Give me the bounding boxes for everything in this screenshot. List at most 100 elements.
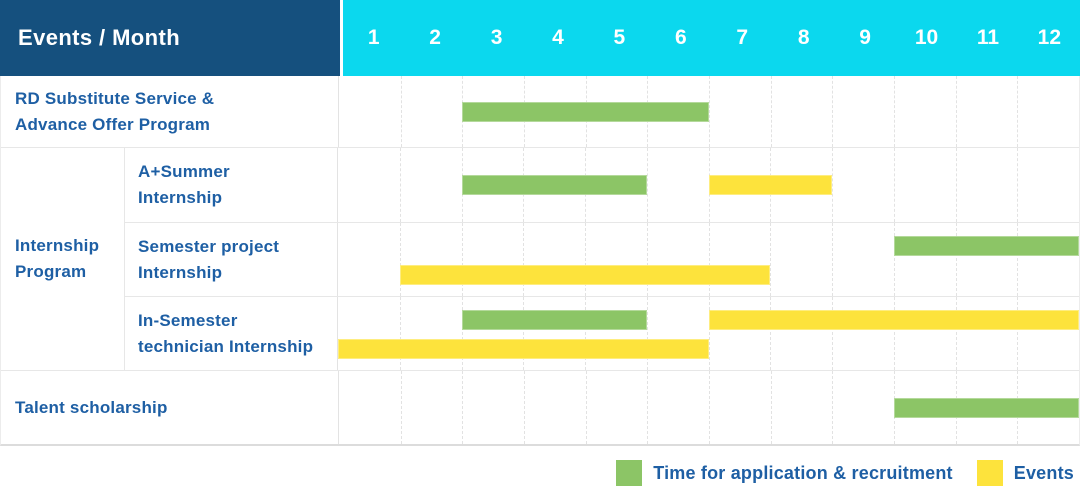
month-gridline — [832, 76, 834, 147]
month-gridline — [893, 297, 895, 370]
label-line: Internship — [138, 262, 223, 282]
label-line: A+Summer — [138, 162, 230, 181]
legend-swatch-green — [616, 460, 643, 486]
table-row: In-Semester technician Internship — [125, 296, 1079, 370]
month-gridline — [523, 223, 525, 296]
table-row: Talent scholarship — [1, 370, 1079, 444]
group-rows: A+Summer Internship Semester project Intern… — [125, 148, 1079, 370]
month-gridline — [708, 297, 710, 370]
month-column-header: 3 — [490, 26, 503, 49]
month-gridline — [1017, 297, 1019, 370]
application-bar — [893, 236, 1079, 256]
month-gridline — [770, 76, 772, 147]
month-gridline — [399, 148, 401, 222]
month-gridline — [770, 297, 772, 370]
row-label: Talent scholarship — [1, 371, 339, 444]
month-gridline — [399, 223, 401, 296]
legend-swatch-yellow — [976, 460, 1003, 486]
row-timeline — [339, 76, 1079, 147]
month-column-header: 10 — [914, 26, 939, 49]
month-gridline — [461, 297, 463, 370]
month-gridline — [708, 223, 710, 296]
table-row: RD Substitute Service & Advance Offer Pro… — [1, 76, 1079, 147]
legend: Time for application & recruitment Events — [616, 458, 1074, 488]
month-gridline — [955, 223, 957, 296]
legend-label: Events — [1013, 462, 1074, 483]
month-column-header: 7 — [736, 26, 749, 49]
internship-program-group: Internship Program A+Summer Internship Semes… — [1, 147, 1079, 370]
events-bar — [708, 175, 832, 195]
sub-row-label: In-Semester technician Internship — [125, 297, 338, 370]
month-gridline — [832, 371, 834, 444]
month-gridline — [523, 297, 525, 370]
legend-label: Time for application & recruitment — [653, 462, 953, 483]
month-gridline — [770, 223, 772, 296]
month-gridline — [770, 371, 772, 444]
row-label: RD Substitute Service & Advance Offer Pro… — [1, 76, 339, 147]
month-gridline — [585, 371, 587, 444]
label-line: In-Semester — [138, 310, 238, 330]
month-gridline — [832, 148, 833, 222]
label-line: Talent scholarship — [15, 397, 168, 417]
month-gridline — [955, 148, 957, 222]
month-column-header: 12 — [1037, 26, 1062, 49]
month-gridline — [1017, 223, 1019, 296]
month-column-header: 11 — [976, 26, 1000, 49]
row-timeline — [338, 223, 1079, 296]
month-column-header: 9 — [859, 26, 871, 49]
table-row: Semester project Internship — [125, 222, 1079, 296]
application-bar — [461, 175, 647, 195]
month-gridline — [893, 223, 895, 296]
label-line: Program — [15, 262, 87, 281]
months-header: 1 2 3 4 5 6 7 8 9 10 11 12 — [343, 0, 1080, 76]
month-column-header: 1 — [367, 26, 380, 49]
events-month-header: Events / Month — [0, 0, 340, 76]
month-gridline — [893, 148, 895, 222]
table-row: A+Summer Internship — [125, 148, 1079, 222]
month-column-header: 5 — [613, 26, 626, 49]
sub-row-label: Semester project Internship — [125, 223, 338, 296]
row-timeline — [338, 148, 1079, 222]
month-gridline — [585, 223, 586, 296]
label-line: RD Substitute Service & — [15, 88, 215, 108]
month-gridline — [400, 371, 402, 444]
month-column-header: 4 — [552, 26, 564, 49]
month-gridline — [1017, 76, 1019, 147]
month-gridline — [646, 148, 648, 222]
events-bar — [399, 265, 771, 285]
month-gridline — [399, 297, 401, 370]
row-timeline — [339, 371, 1079, 444]
sub-row-label: A+Summer Internship — [125, 148, 338, 222]
label-line: Semester project — [138, 236, 280, 256]
label-line: technician Internship — [138, 336, 314, 356]
events-bar — [338, 339, 709, 359]
month-column-header: 6 — [674, 26, 687, 49]
label-line: Advance Offer Program — [15, 114, 211, 134]
month-gridline — [462, 371, 464, 444]
label-line: Internship — [138, 188, 223, 207]
application-bar — [461, 310, 647, 330]
group-label: Internship Program — [1, 148, 125, 370]
label-line: Internship — [15, 236, 100, 255]
application-bar — [894, 397, 1079, 418]
month-gridline — [955, 76, 957, 147]
events-bar — [708, 310, 1079, 330]
month-gridline — [524, 371, 525, 444]
month-gridline — [709, 371, 710, 444]
month-gridline — [647, 371, 649, 444]
header-row: Events / Month 1 2 3 4 5 6 7 8 9 10 11 12 — [0, 0, 1080, 76]
month-gridline — [709, 76, 710, 147]
month-column-header: 8 — [797, 26, 810, 49]
month-gridline — [832, 297, 833, 370]
month-column-header: 2 — [429, 26, 441, 49]
month-gridline — [894, 76, 895, 147]
month-gridline — [461, 223, 463, 296]
application-bar — [462, 101, 709, 122]
month-gridline — [646, 297, 648, 370]
month-gridline — [585, 297, 586, 370]
month-gridline — [1017, 148, 1019, 222]
month-gridline — [400, 76, 402, 147]
month-gridline — [832, 223, 833, 296]
month-gridline — [955, 297, 957, 370]
